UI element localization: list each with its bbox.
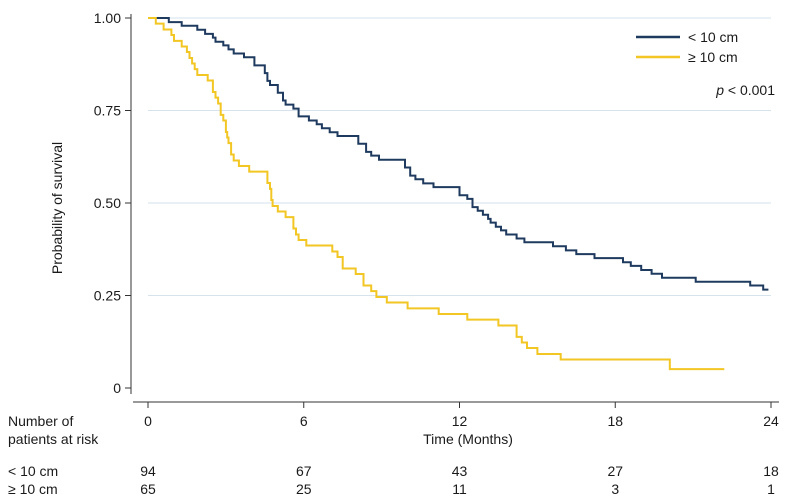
x-tick-label-0: 0	[144, 413, 152, 429]
legend-label-1: ≥ 10 cm	[688, 49, 738, 65]
legend-label-0: < 10 cm	[688, 29, 738, 45]
risk-table: Number of patients at risk < 10 cm 94 67 43…	[8, 413, 779, 497]
y-tick-label-3: 0.75	[94, 103, 121, 119]
y-tick-label-4: 1.00	[94, 10, 121, 26]
survival-curve-lt10cm	[148, 17, 769, 291]
x-tick-label-2: 12	[452, 413, 468, 429]
grid-layer	[148, 17, 771, 296]
x-axis-title: Time (Months)	[423, 431, 513, 447]
risk-header-line-2: patients at risk	[8, 431, 99, 447]
risk-value-0-1: 67	[296, 463, 312, 479]
risk-value-1-4: 1	[767, 481, 775, 497]
y-tick-label-1: 0.25	[94, 288, 121, 304]
series-layer	[148, 17, 769, 371]
y-tick-labels: 0 0.25 0.50 0.75 1.00	[94, 10, 131, 396]
x-tick-labels: 0 6 12 18 24	[144, 402, 779, 429]
legend: < 10 cm ≥ 10 cm	[636, 29, 738, 65]
risk-header-line-1: Number of	[8, 413, 73, 429]
y-tick-label-0: 0	[113, 380, 121, 396]
risk-value-0-3: 27	[607, 463, 623, 479]
y-tick-label-2: 0.50	[94, 195, 121, 211]
risk-value-1-3: 3	[611, 481, 619, 497]
p-value-symbol: p	[715, 82, 724, 98]
p-value-annotation: p < 0.001	[715, 82, 775, 98]
p-value-text: < 0.001	[724, 82, 775, 98]
risk-value-0-0: 94	[140, 463, 156, 479]
risk-value-1-2: 11	[452, 481, 467, 497]
risk-row-label-0: < 10 cm	[8, 463, 58, 479]
x-tick-label-1: 6	[300, 413, 308, 429]
axis-layer	[130, 14, 779, 403]
x-tick-label-3: 18	[607, 413, 623, 429]
risk-value-0-2: 43	[452, 463, 468, 479]
survival-curve-ge10cm	[148, 17, 725, 371]
y-axis-title: Probability of survival	[49, 142, 65, 274]
risk-value-1-0: 65	[140, 481, 156, 497]
risk-value-0-4: 18	[763, 463, 779, 479]
risk-row-label-1: ≥ 10 cm	[8, 481, 58, 497]
risk-value-1-1: 25	[296, 481, 312, 497]
x-tick-label-4: 24	[763, 413, 779, 429]
